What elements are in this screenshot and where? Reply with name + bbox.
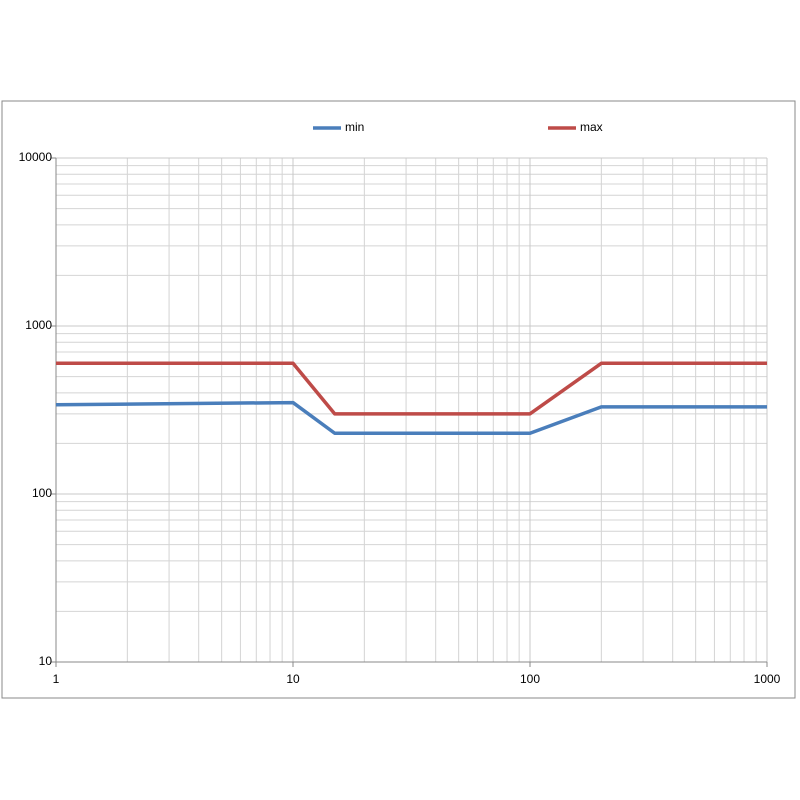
y-tick-label: 100 <box>32 486 52 500</box>
y-tick-label: 10000 <box>19 150 53 164</box>
data-line <box>56 361 767 416</box>
legend-label: min <box>345 120 364 134</box>
legend-label: max <box>580 120 603 134</box>
chart-frame <box>1 100 796 699</box>
y-tick-label: 10 <box>39 654 53 668</box>
x-tick-label: 10 <box>286 672 300 686</box>
x-tick-label: 1 <box>53 672 60 686</box>
x-tick-label: 1000 <box>754 672 781 686</box>
data-line <box>55 400 767 435</box>
y-tick-label: 1000 <box>25 318 52 332</box>
x-tick-label: 100 <box>520 672 540 686</box>
